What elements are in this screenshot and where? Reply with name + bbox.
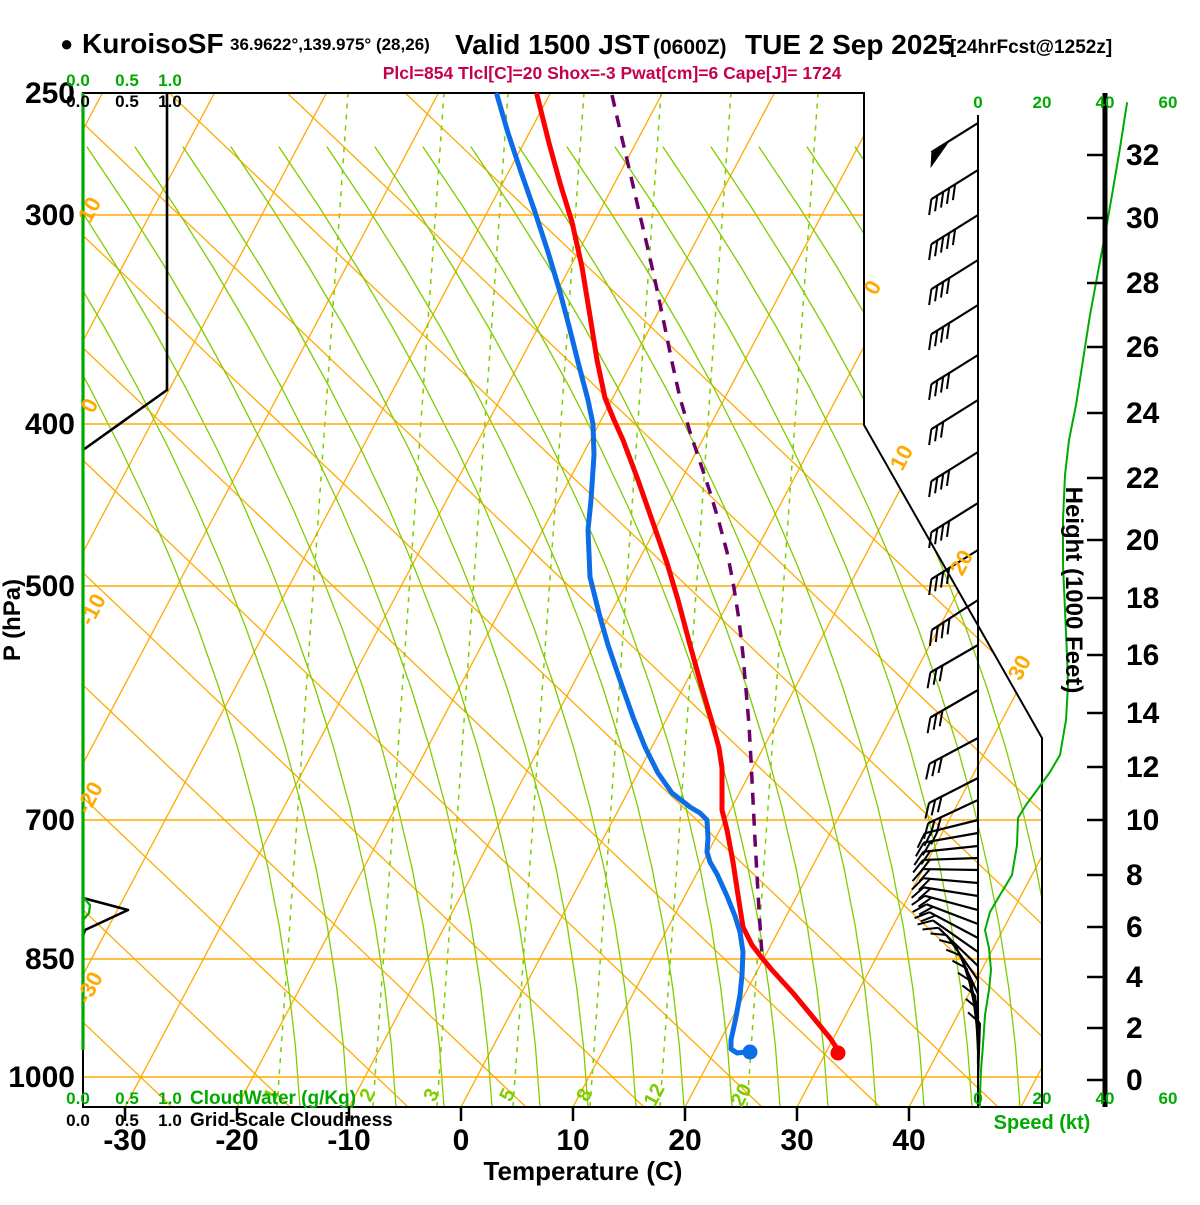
parcel-curve (610, 94, 764, 958)
svg-text:3: 3 (419, 1085, 444, 1105)
wind-barbs (910, 115, 982, 1107)
svg-text:0.5: 0.5 (115, 71, 139, 90)
svg-text:0.0: 0.0 (66, 1089, 90, 1108)
temperature-curve (534, 92, 841, 1053)
svg-text:2: 2 (355, 1085, 380, 1105)
svg-text:10: 10 (73, 193, 107, 226)
svg-text:20: 20 (1126, 524, 1159, 557)
valid-time-utc: (0600Z) (653, 36, 727, 59)
svg-text:32: 32 (1126, 139, 1159, 172)
surface-temperature-dot (830, 1045, 846, 1061)
svg-text:0: 0 (858, 276, 886, 299)
svg-text:0: 0 (75, 394, 103, 417)
header: ● KuroisoSF 36.9622°,139.975° (28,26) Va… (60, 28, 1112, 83)
svg-text:12: 12 (640, 1080, 670, 1110)
skewt-grid (83, 93, 1042, 1107)
svg-text:850: 850 (25, 943, 75, 976)
svg-text:1.0: 1.0 (158, 92, 182, 111)
svg-text:-30: -30 (71, 968, 108, 1008)
svg-text:0.5: 0.5 (115, 1111, 139, 1130)
svg-text:30: 30 (780, 1124, 813, 1157)
svg-text:18: 18 (1126, 582, 1159, 615)
svg-text:-30: -30 (103, 1124, 146, 1157)
svg-text:300: 300 (25, 199, 75, 232)
svg-text:400: 400 (25, 408, 75, 441)
valid-time: Valid 1500 JST (455, 29, 650, 60)
svg-text:1.0: 1.0 (158, 71, 182, 90)
sounding-parameters: Plcl=854 Tlcl[C]=20 Shox=-3 Pwat[cm]=6 C… (383, 63, 842, 83)
temperature-ticks: -30 -20 -10 0 10 20 30 40 (103, 1107, 926, 1157)
cloudwater-profile (81, 93, 92, 1050)
svg-text:0.0: 0.0 (66, 1111, 90, 1130)
svg-text:10: 10 (556, 1124, 589, 1157)
svg-text:-10: -10 (327, 1124, 370, 1157)
svg-text:-20: -20 (215, 1124, 258, 1157)
axis-titles: P (hPa) Height (1000 Feet) Temperature (… (0, 487, 1090, 1186)
forecast-tag: [24hrFcst@1252z] (950, 37, 1112, 58)
svg-text:500: 500 (25, 570, 75, 603)
svg-text:0: 0 (1126, 1064, 1143, 1097)
pressure-tick-labels: 250 300 400 500 700 850 1000 (8, 77, 75, 1094)
cloudwater-scale-title: CloudWater (g/Kg) (190, 1088, 356, 1109)
svg-text:700: 700 (25, 804, 75, 837)
svg-text:20: 20 (727, 1080, 757, 1110)
svg-text:0.5: 0.5 (115, 1089, 139, 1108)
speed-scale-title: Speed (kt) (994, 1112, 1091, 1134)
station-coordinates: 36.9622°,139.975° (28,26) (230, 35, 430, 54)
svg-text:2: 2 (1126, 1012, 1143, 1045)
svg-text:8: 8 (1126, 859, 1143, 892)
svg-text:4: 4 (1126, 961, 1143, 994)
svg-text:20: 20 (1033, 93, 1052, 112)
svg-text:0: 0 (973, 93, 982, 112)
svg-text:40: 40 (1096, 93, 1115, 112)
svg-text:14: 14 (1126, 697, 1160, 730)
scale-rows: 0.00.00.00.00.50.50.50.51.01.01.01.00020… (66, 71, 1177, 1130)
svg-text:0.0: 0.0 (66, 71, 90, 90)
svg-text:60: 60 (1159, 1089, 1178, 1108)
svg-text:20: 20 (1033, 1089, 1052, 1108)
svg-text:-10: -10 (74, 590, 111, 630)
svg-text:10: 10 (1126, 804, 1159, 837)
svg-text:250: 250 (25, 77, 75, 110)
cloudiness-scale-title: Grid-Scale Cloudiness (190, 1110, 393, 1131)
svg-text:1000: 1000 (8, 1061, 75, 1094)
station-bullet-icon: ● (60, 31, 73, 56)
height-axis-title: Height (1000 Feet) (1060, 487, 1087, 694)
svg-text:12: 12 (1126, 751, 1159, 784)
svg-text:30: 30 (1126, 202, 1159, 235)
svg-text:1.0: 1.0 (158, 1089, 182, 1108)
svg-text:60: 60 (1159, 93, 1178, 112)
wind-speed-curve (979, 102, 1128, 1108)
station-name: KuroisoSF (82, 28, 224, 59)
valid-date: TUE 2 Sep 2025 (745, 29, 954, 60)
dewpoint-curve (494, 92, 749, 1056)
surface-dewpoint-dot (742, 1044, 758, 1060)
svg-text:26: 26 (1126, 331, 1159, 364)
svg-text:22: 22 (1126, 462, 1159, 495)
svg-text:5: 5 (495, 1085, 520, 1105)
pressure-axis-title: P (hPa) (0, 579, 26, 661)
plot-frame (82, 92, 1043, 1108)
svg-text:-20: -20 (71, 778, 108, 818)
svg-text:40: 40 (1096, 1089, 1115, 1108)
svg-text:6: 6 (1126, 911, 1143, 944)
svg-text:24: 24 (1126, 397, 1160, 430)
svg-text:0: 0 (453, 1124, 470, 1157)
cloudiness-profile (81, 93, 169, 1050)
svg-text:20: 20 (668, 1124, 701, 1157)
svg-text:28: 28 (1126, 267, 1159, 300)
temperature-axis-title: Temperature (C) (484, 1156, 683, 1186)
svg-text:0.5: 0.5 (115, 92, 139, 111)
svg-text:0: 0 (973, 1089, 982, 1108)
svg-text:1.0: 1.0 (158, 1111, 182, 1130)
svg-text:40: 40 (892, 1124, 925, 1157)
svg-text:0.0: 0.0 (66, 92, 90, 111)
svg-text:16: 16 (1126, 639, 1159, 672)
chart-layers: -30 -20 -10 0 10 20 30 402503004005007008501000… (8, 71, 1177, 1157)
